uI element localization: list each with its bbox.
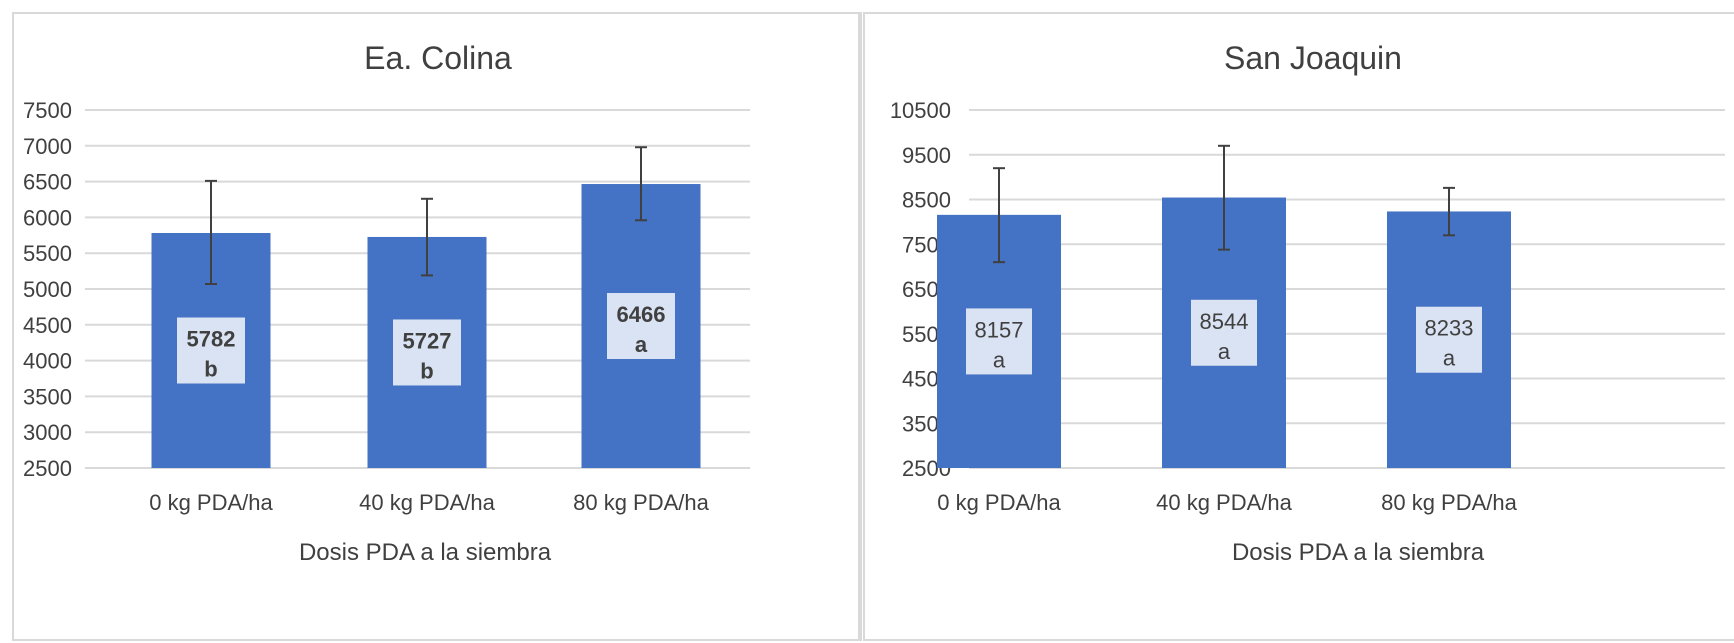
y-tick-label: 4500 [23,313,72,338]
data-label-box [966,308,1032,375]
chart-ea-colina: Ea. Colina Dosis PDA a la siembra 2500 30… [23,40,750,566]
data-label-letter: a [1218,339,1231,364]
y-tick-label: 6500 [23,170,72,195]
y-tick-label: 5000 [23,277,72,302]
y-tick-label: 3500 [23,384,72,409]
data-label-box [1416,306,1482,373]
x-tick-label: 80 kg PDA/ha [1381,490,1518,515]
y-tick-label: 5500 [23,241,72,266]
y-tick-label: 3000 [23,420,72,445]
data-label-box [177,317,245,384]
data-label-letter: a [635,332,648,357]
chart-san-joaquin: San Joaquin Dosis PDA a la siembra 25003… [890,40,1725,566]
chart-panel-ea-colina: Ea. Colina Dosis PDA a la siembra 2500 30… [12,12,860,641]
x-axis-title: Dosis PDA a la siembra [1232,539,1485,566]
chart-title: San Joaquin [1224,40,1402,76]
data-label-value: 8233 [1425,316,1474,341]
x-tick-label: 40 kg PDA/ha [359,490,496,515]
x-tick-label: 80 kg PDA/ha [573,490,710,515]
data-label-value: 8157 [975,317,1024,342]
data-label-letter: a [993,347,1006,372]
x-tick-label: 0 kg PDA/ha [937,490,1061,515]
gridlines [969,109,1725,469]
data-label-value: 5727 [403,328,452,353]
y-tick-label: 10500 [890,98,951,123]
data-label-letter: b [204,357,217,382]
x-tick-label: 40 kg PDA/ha [1156,490,1293,515]
y-tick-label: 7000 [23,134,72,159]
data-label-value: 8544 [1200,309,1249,334]
data-label-value: 5782 [187,327,236,352]
data-label-letter: b [420,358,433,383]
data-label-box [1191,299,1257,366]
chart-title: Ea. Colina [364,40,512,76]
x-tick-label: 0 kg PDA/ha [149,490,273,515]
data-label-box [393,319,461,386]
data-label-box [607,293,675,360]
y-tick-label: 7500 [23,98,72,123]
y-tick-label: 8500 [902,188,951,213]
y-tick-label: 6000 [23,205,72,230]
panel-divider [858,12,862,641]
data-label-letter: a [1443,346,1456,371]
data-label-value: 6466 [617,302,666,327]
y-tick-label: 4000 [23,349,72,374]
x-axis-title: Dosis PDA a la siembra [299,539,552,566]
y-tick-label: 2500 [23,456,72,481]
chart-panel-san-joaquin: San Joaquin Dosis PDA a la siembra 2500 3… [863,12,1734,641]
y-tick-label: 9500 [902,143,951,168]
